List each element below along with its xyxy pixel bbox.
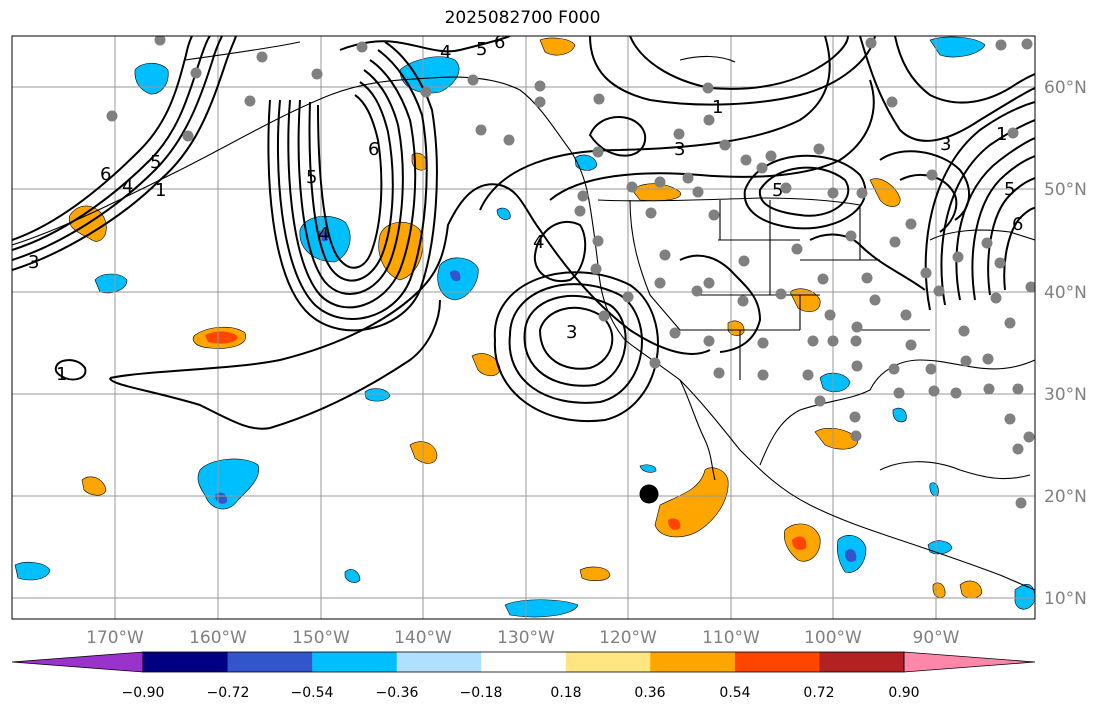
height-contours — [12, 36, 1035, 430]
anomaly-patch — [654, 467, 729, 538]
station-markers — [106, 36, 1035, 509]
lon-label: 170°W — [86, 628, 144, 648]
colorbar-tick-label: −0.54 — [291, 685, 334, 701]
lon-label: 150°W — [292, 628, 350, 648]
svg-text:3: 3 — [940, 134, 951, 155]
svg-text:6: 6 — [100, 164, 111, 185]
svg-text:5: 5 — [772, 180, 783, 201]
colorbar-tick-label: −0.18 — [460, 685, 503, 701]
colorbar-extension-high — [903, 651, 1036, 673]
anomaly-patch — [134, 62, 169, 95]
colorbar-segment — [819, 652, 905, 672]
lon-label: 120°W — [599, 628, 657, 648]
svg-text:4: 4 — [440, 42, 451, 63]
svg-text:4: 4 — [533, 232, 544, 253]
svg-text:3: 3 — [674, 139, 685, 160]
colorbar-segment — [650, 652, 736, 672]
colorbar-tick-label: 0.54 — [719, 685, 750, 701]
colorbar-tick-label: −0.90 — [122, 685, 165, 701]
strong-positive-fills — [205, 331, 807, 550]
colorbar-frame — [142, 651, 905, 673]
svg-text:1: 1 — [996, 124, 1007, 145]
anomaly-patch — [929, 482, 939, 497]
map-area: 6 4 5 1 3 5 6 4 1 5 4 6 3 4 3 1 5 5 1 6 … — [12, 32, 1035, 619]
colorbar-labels: −0.90 −0.72 −0.54 −0.36 −0.18 0.18 0.36 … — [122, 685, 920, 701]
anomaly-patch — [504, 599, 579, 618]
svg-text:5: 5 — [306, 167, 317, 188]
anomaly-patch — [929, 36, 986, 58]
colorbar-tick-label: 0.72 — [803, 685, 834, 701]
colorbar-segment — [396, 652, 482, 672]
colorbar-segment — [734, 652, 820, 672]
svg-text:6: 6 — [368, 139, 379, 160]
anomaly-patch — [539, 37, 576, 56]
lat-label: 20°N — [1044, 487, 1087, 507]
colorbar-extension-low — [11, 651, 144, 673]
graticule — [12, 36, 1035, 619]
anomaly-patch — [344, 569, 361, 583]
latitude-labels: 60°N 50°N 40°N 30°N 20°N 10°N — [1044, 78, 1087, 609]
lon-label: 140°W — [394, 628, 452, 648]
anomaly-patch — [574, 154, 598, 171]
anomaly-patch — [892, 407, 907, 423]
svg-text:1: 1 — [56, 364, 67, 385]
colorbar-segment — [481, 652, 567, 672]
lat-label: 10°N — [1044, 589, 1087, 609]
anomaly-patch — [364, 388, 391, 402]
coastlines — [12, 41, 1035, 591]
colorbar-segment — [565, 652, 651, 672]
svg-text:5: 5 — [150, 152, 161, 173]
anomaly-patch — [932, 582, 946, 599]
svg-text:6: 6 — [494, 32, 505, 53]
anomaly-patch — [94, 273, 128, 294]
svg-text:4: 4 — [122, 176, 133, 197]
lon-label: 90°W — [913, 628, 960, 648]
anomaly-patch — [81, 476, 107, 496]
contour-labels: 6 4 5 1 3 5 6 4 1 5 4 6 3 4 3 1 5 5 1 6 … — [28, 32, 1023, 385]
lon-label: 110°W — [702, 628, 760, 648]
svg-text:5: 5 — [1004, 179, 1015, 200]
lat-label: 30°N — [1044, 385, 1087, 405]
map-frame — [11, 35, 1036, 620]
anomaly-patch — [639, 464, 657, 473]
lon-label: 100°W — [804, 628, 862, 648]
anomaly-patch — [579, 566, 611, 581]
colorbar-segment — [227, 652, 313, 672]
svg-text:5: 5 — [476, 39, 487, 60]
anomaly-patch — [631, 183, 681, 202]
anomaly-patch — [959, 580, 983, 599]
anomaly-patch — [14, 561, 51, 581]
svg-text:1: 1 — [712, 97, 723, 118]
svg-text:3: 3 — [566, 322, 577, 343]
map-title: 2025082700 F000 — [444, 8, 601, 28]
anomaly-patch — [819, 372, 851, 393]
colorbar-tick-label: 0.18 — [550, 685, 581, 701]
storm-center-marker — [639, 484, 659, 504]
lon-label: 160°W — [189, 628, 247, 648]
svg-text:3: 3 — [28, 252, 39, 273]
anomaly-patch — [197, 458, 259, 510]
svg-text:1: 1 — [155, 180, 166, 201]
colorbar-tick-label: −0.72 — [207, 685, 250, 701]
svg-text:6: 6 — [1012, 214, 1023, 235]
lat-label: 60°N — [1044, 78, 1087, 98]
anomaly-patch — [927, 540, 953, 555]
colorbar — [11, 651, 1036, 673]
colorbar-tick-label: −0.36 — [376, 685, 419, 701]
colorbar-segment — [143, 652, 229, 672]
anomaly-patch — [727, 320, 745, 336]
svg-text:4: 4 — [318, 224, 329, 245]
colorbar-tick-label: 0.90 — [888, 685, 919, 701]
colorbar-tick-label: 0.36 — [634, 685, 665, 701]
anomaly-patch — [496, 207, 511, 220]
lon-label: 130°W — [497, 628, 555, 648]
anomaly-patch — [1014, 584, 1035, 610]
longitude-labels: 170°W 160°W 150°W 140°W 130°W 120°W 110°… — [86, 628, 960, 648]
anomaly-patch — [869, 178, 901, 207]
lat-label: 50°N — [1044, 180, 1087, 200]
lat-label: 40°N — [1044, 283, 1087, 303]
colorbar-segment — [312, 652, 398, 672]
positive-anomaly-fills — [68, 37, 983, 599]
